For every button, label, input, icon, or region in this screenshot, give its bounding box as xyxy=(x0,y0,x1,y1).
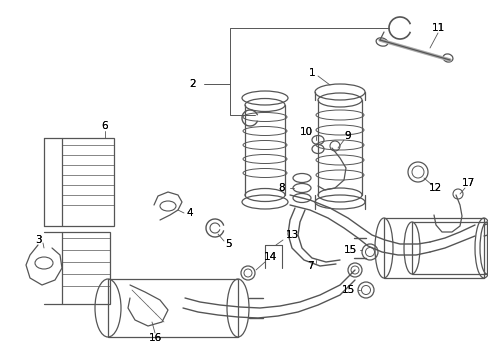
Text: 9: 9 xyxy=(344,131,350,141)
Text: 16: 16 xyxy=(148,333,162,343)
Bar xyxy=(62,232,110,304)
Text: 16: 16 xyxy=(148,333,162,343)
Text: 17: 17 xyxy=(461,178,474,188)
Text: 4: 4 xyxy=(186,208,193,218)
Text: 5: 5 xyxy=(224,239,231,249)
Text: 2: 2 xyxy=(189,79,196,89)
Text: 11: 11 xyxy=(430,23,444,33)
Text: 10: 10 xyxy=(299,127,312,137)
Text: 1: 1 xyxy=(308,68,315,78)
Bar xyxy=(62,138,114,226)
Text: 13: 13 xyxy=(285,230,298,240)
Text: 1: 1 xyxy=(308,68,315,78)
Bar xyxy=(383,218,483,278)
Text: 7: 7 xyxy=(306,261,313,271)
Text: 11: 11 xyxy=(430,23,444,33)
Text: 17: 17 xyxy=(461,178,474,188)
Bar xyxy=(108,279,238,337)
Text: 8: 8 xyxy=(278,183,285,193)
Text: 14: 14 xyxy=(263,252,276,262)
Text: 15: 15 xyxy=(343,245,356,255)
Text: 7: 7 xyxy=(306,261,313,271)
Text: 5: 5 xyxy=(224,239,231,249)
Text: 6: 6 xyxy=(102,121,108,131)
Text: 4: 4 xyxy=(186,208,193,218)
Text: 15: 15 xyxy=(341,285,354,295)
Text: 3: 3 xyxy=(35,235,41,245)
Text: 12: 12 xyxy=(427,183,441,193)
Text: 6: 6 xyxy=(102,121,108,131)
Text: 9: 9 xyxy=(344,131,350,141)
Bar xyxy=(411,222,486,274)
Text: 8: 8 xyxy=(278,183,285,193)
Text: 3: 3 xyxy=(35,235,41,245)
Text: 13: 13 xyxy=(285,230,298,240)
Text: 12: 12 xyxy=(427,183,441,193)
Text: 14: 14 xyxy=(263,252,276,262)
Text: 10: 10 xyxy=(299,127,312,137)
Text: 2: 2 xyxy=(189,79,196,89)
Text: 15: 15 xyxy=(341,285,354,295)
Text: 15: 15 xyxy=(343,245,356,255)
